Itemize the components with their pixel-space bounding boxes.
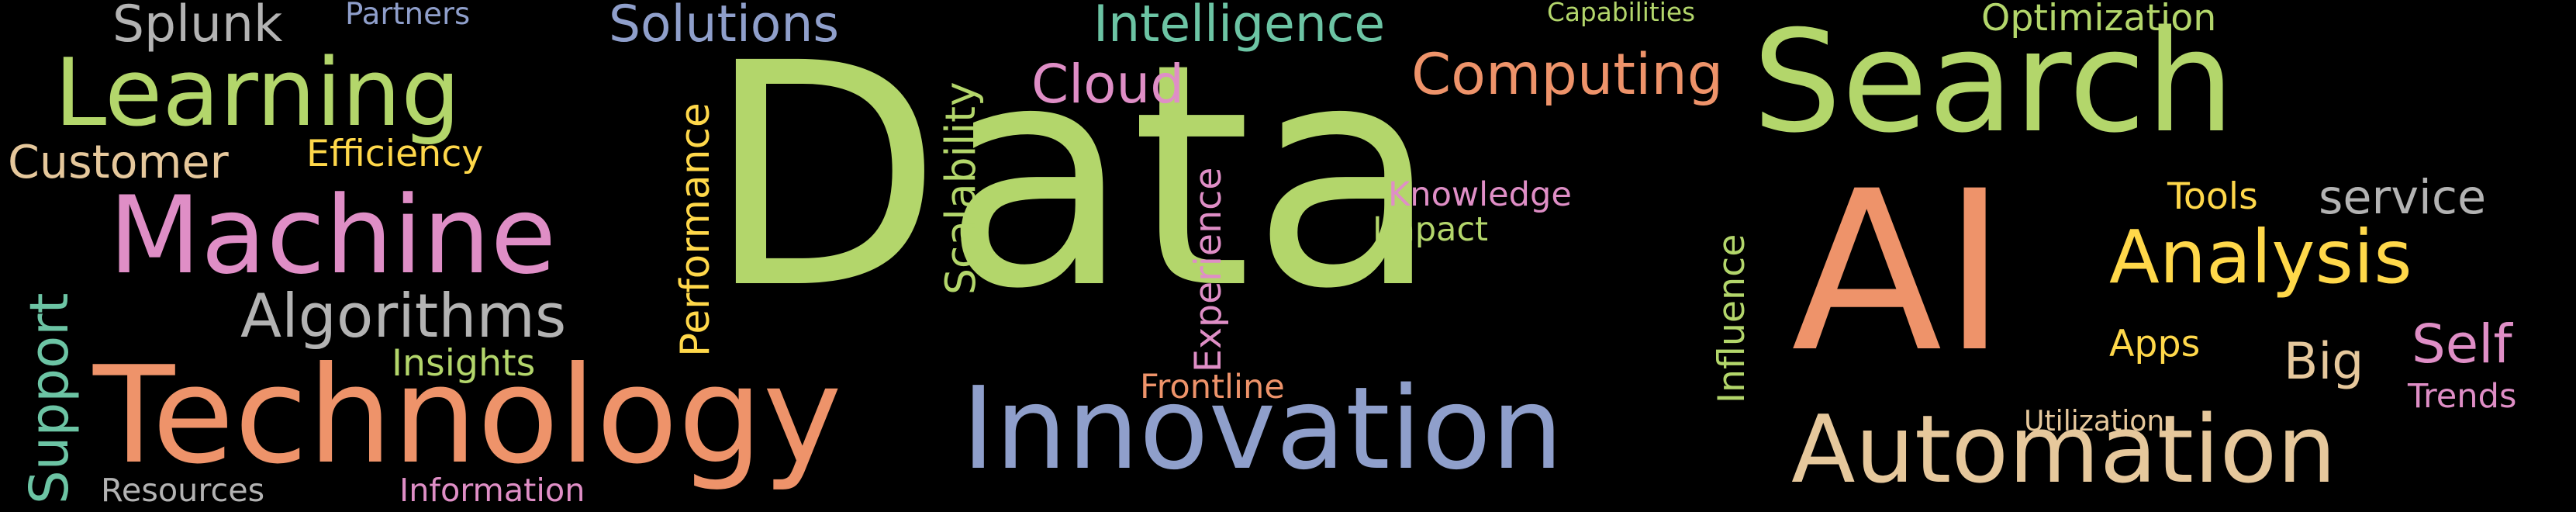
word-insights: Insights	[392, 342, 536, 385]
word-utilization: Utilization	[2024, 404, 2165, 438]
word-capabilities: Capabilities	[1547, 0, 1696, 27]
word-cloud-term: Cloud	[1031, 54, 1184, 116]
word-partners: Partners	[345, 0, 471, 32]
word-service: service	[2319, 171, 2487, 225]
word-intelligence: Intelligence	[1093, 0, 1386, 54]
word-data: Data	[706, 0, 1440, 356]
word-solutions: Solutions	[609, 0, 840, 54]
word-trends: Trends	[2408, 377, 2517, 416]
word-performance: Performance	[672, 102, 719, 357]
word-information: Information	[399, 472, 585, 509]
word-experience: Experience	[1187, 167, 1230, 372]
word-innovation: Innovation	[962, 362, 1563, 495]
word-influence: Influence	[1711, 234, 1753, 403]
word-optimization: Optimization	[1981, 0, 2217, 40]
word-algorithms: Algorithms	[240, 282, 567, 351]
word-customer: Customer	[8, 136, 229, 189]
word-efficiency: Efficiency	[306, 133, 484, 175]
word-search: Search	[1752, 0, 2235, 164]
word-analysis: Analysis	[2109, 215, 2412, 300]
word-tools: Tools	[2167, 175, 2258, 218]
word-technology: Technology	[93, 337, 842, 493]
word-splunk: Splunk	[112, 0, 283, 54]
word-machine: Machine	[109, 173, 557, 298]
word-scalability: Scalability	[936, 81, 985, 295]
word-learning: Learning	[54, 39, 461, 147]
word-ai: AI	[1791, 144, 2008, 401]
word-impact: Impact	[1373, 210, 1489, 249]
word-resources: Resources	[101, 472, 265, 509]
word-automation: Automation	[1791, 396, 2336, 504]
word-knowledge: Knowledge	[1388, 175, 1572, 214]
word-apps: Apps	[2109, 323, 2201, 365]
word-self: Self	[2412, 313, 2512, 375]
word-big: Big	[2284, 333, 2364, 391]
word-support: Support	[19, 292, 81, 504]
word-frontline: Frontline	[1140, 368, 1285, 406]
word-computing: Computing	[1411, 42, 1724, 108]
